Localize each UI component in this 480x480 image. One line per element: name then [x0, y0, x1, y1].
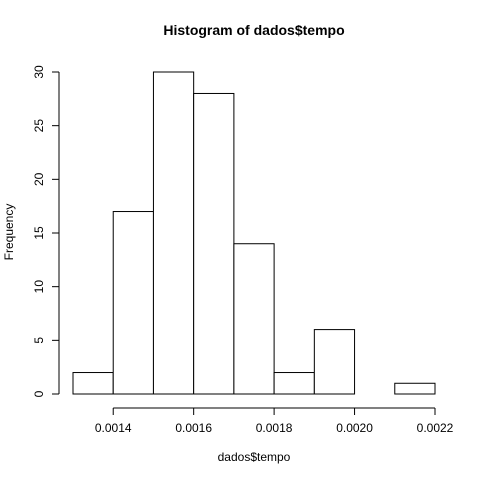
histogram-bar	[313, 329, 356, 395]
x-axis-label: dados$tempo	[218, 450, 291, 464]
y-tick-label: 0	[32, 390, 46, 397]
x-tick-label: 0.0022	[417, 421, 454, 435]
x-axis: 0.0014 0.0016 0.0018 0.0020 0.0022	[95, 407, 454, 435]
y-tick-label: 20	[32, 172, 46, 186]
y-axis-label: Frequency	[2, 204, 16, 261]
x-tick-label: 0.0016	[175, 421, 212, 435]
x-tick-label: 0.0018	[256, 421, 293, 435]
chart-title: Histogram of dados$tempo	[163, 22, 344, 38]
y-axis: 0 5 10 15 20 25 30	[32, 65, 60, 397]
histogram-bar	[273, 372, 315, 395]
histogram-bar	[112, 211, 154, 395]
histogram-bar	[72, 372, 114, 395]
bars-group	[72, 71, 436, 395]
histogram-bar	[394, 382, 436, 395]
y-tick-label: 25	[32, 119, 46, 133]
y-tick-label: 15	[32, 226, 46, 240]
y-tick-label: 5	[32, 337, 46, 344]
histogram-bar	[152, 71, 195, 395]
y-tick-label: 10	[32, 280, 46, 294]
histogram-bar	[233, 243, 275, 395]
y-tick-label: 30	[32, 65, 46, 79]
x-tick-label: 0.0014	[95, 421, 132, 435]
histogram-bar	[193, 92, 235, 395]
x-tick-label: 0.0020	[336, 421, 373, 435]
